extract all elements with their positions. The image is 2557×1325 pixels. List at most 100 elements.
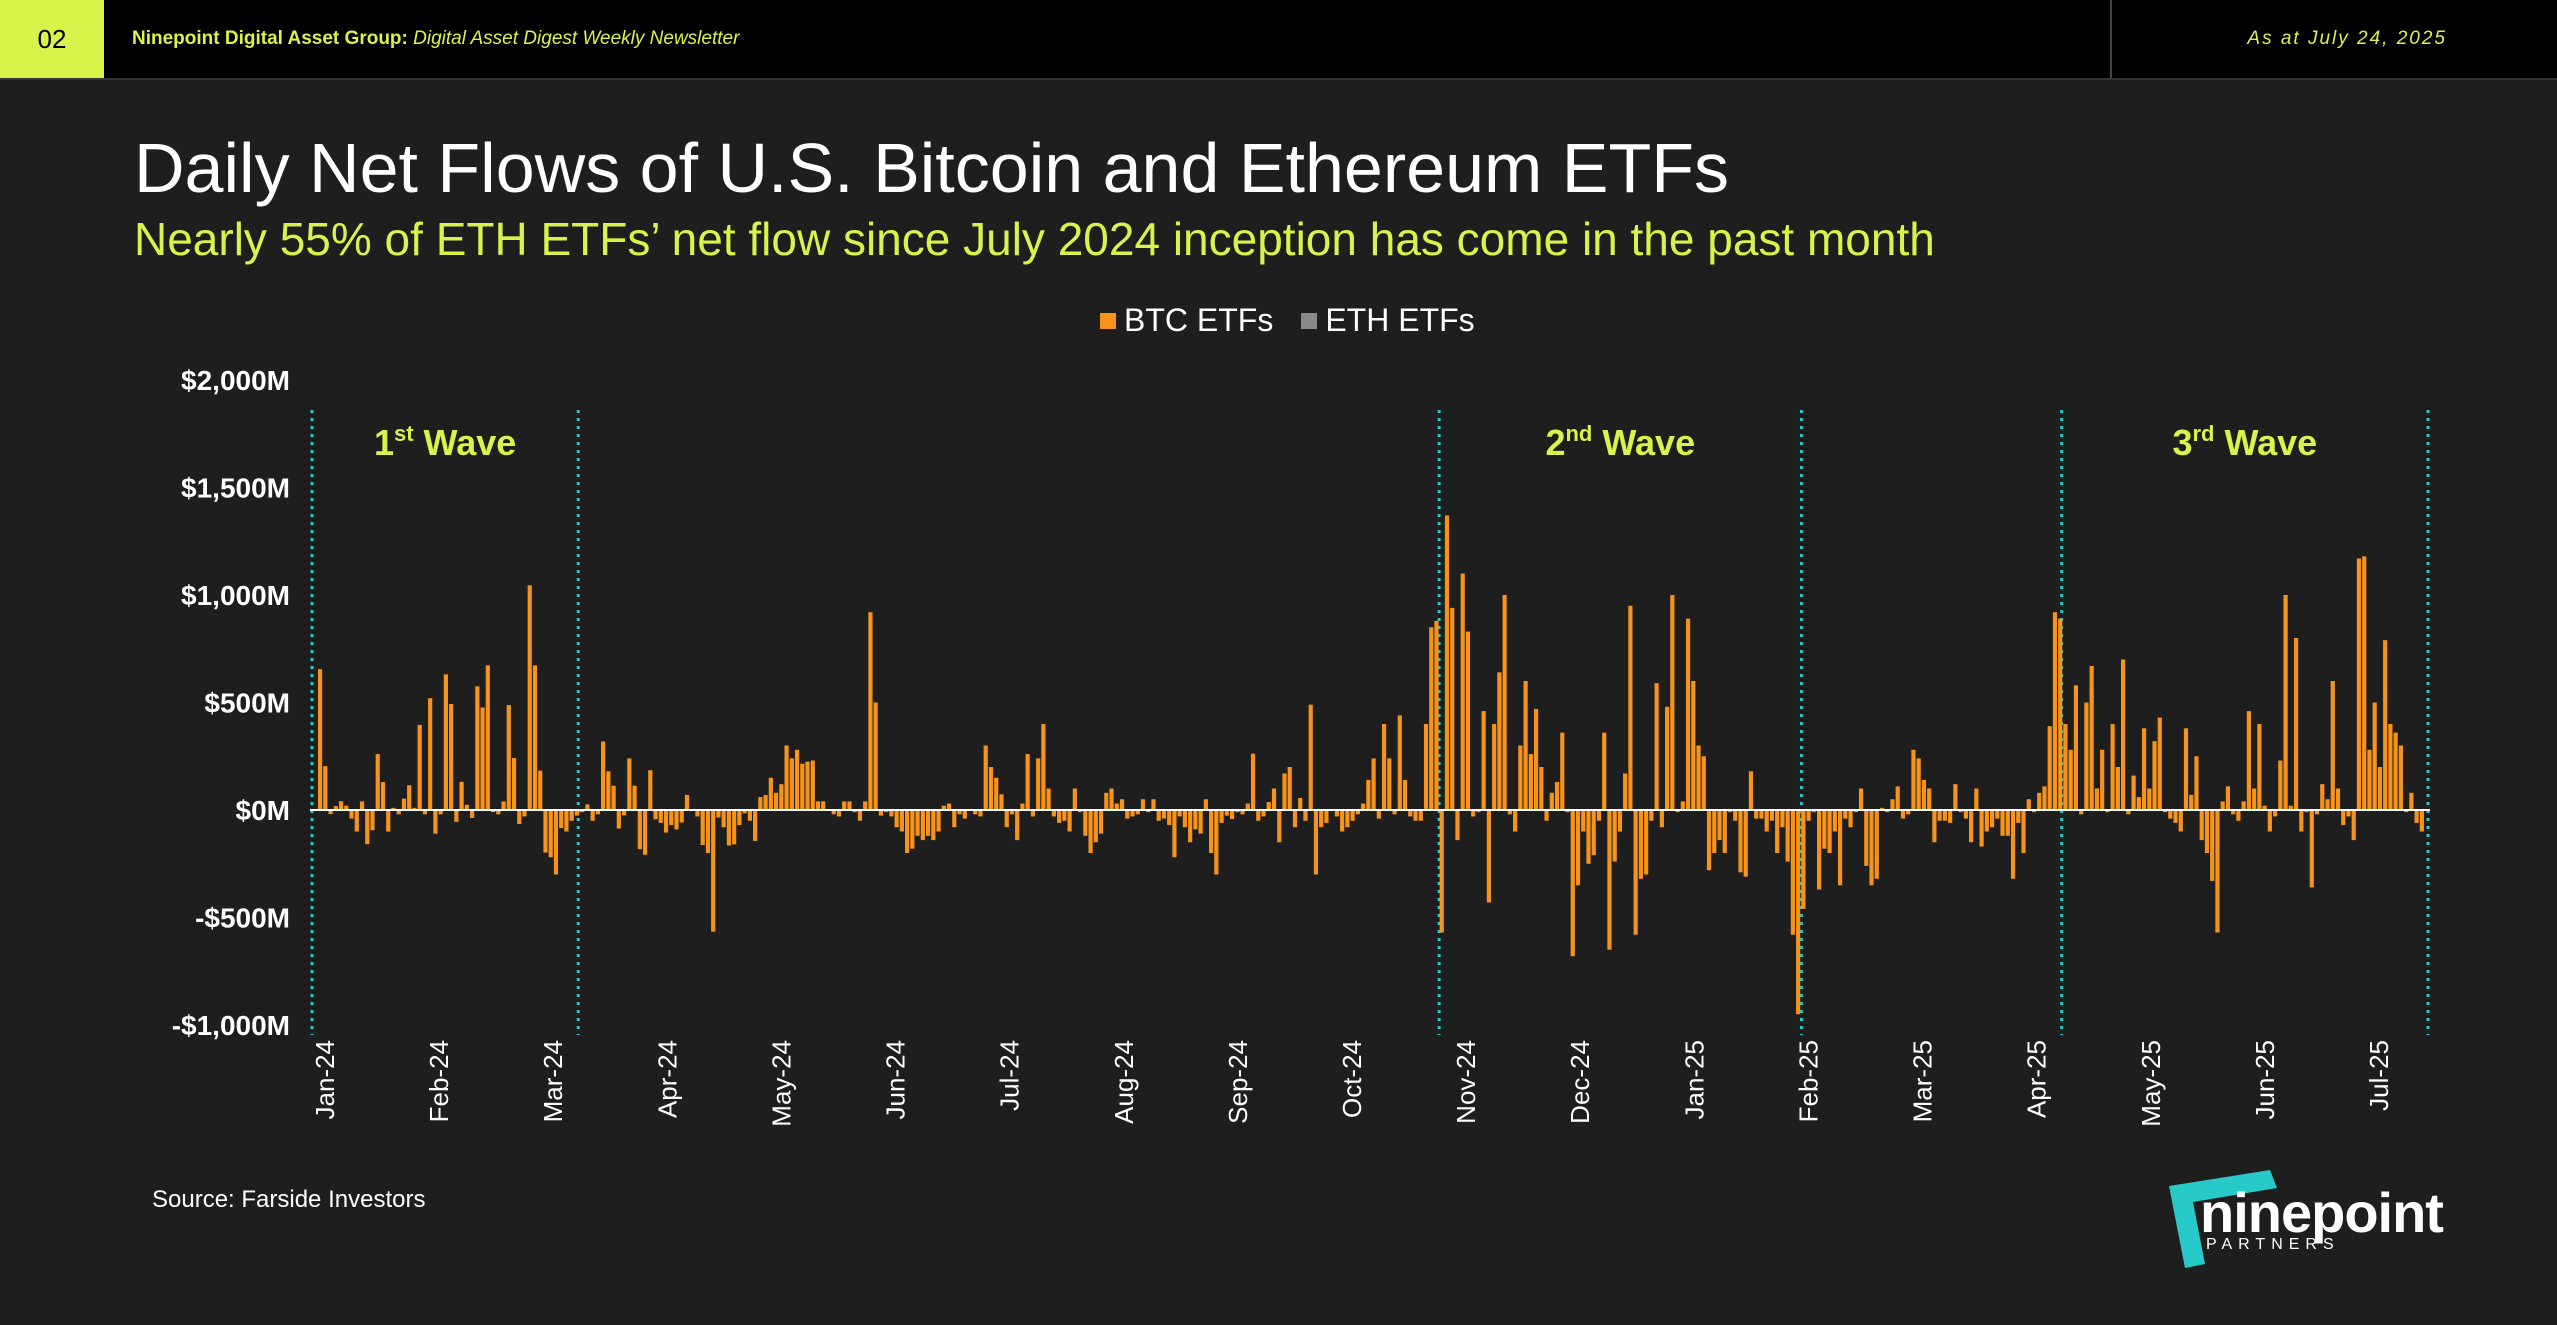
btc-bar xyxy=(1544,810,1549,821)
btc-bar xyxy=(2141,728,2147,810)
btc-bar xyxy=(915,810,920,836)
btc-bar xyxy=(2189,794,2194,810)
btc-bar xyxy=(2068,749,2073,810)
btc-bar xyxy=(1513,810,1518,832)
btc-bar xyxy=(920,810,925,841)
btc-bar xyxy=(821,801,826,810)
btc-bar xyxy=(1434,620,1439,810)
btc-bar xyxy=(753,810,758,841)
btc-bar xyxy=(438,810,443,815)
wave-label: 2nd Wave xyxy=(1545,421,1695,463)
btc-bar xyxy=(2199,810,2204,841)
btc-bar xyxy=(428,698,433,810)
btc-bar xyxy=(422,810,428,815)
btc-bar xyxy=(1025,754,1030,810)
btc-bar xyxy=(2063,724,2068,810)
btc-bar xyxy=(2252,788,2257,810)
btc-bar xyxy=(1423,724,1429,810)
btc-bar xyxy=(1125,810,1130,819)
btc-bar xyxy=(768,777,773,810)
btc-bar xyxy=(1680,801,1685,810)
btc-bar xyxy=(936,810,941,832)
btc-bar xyxy=(1790,810,1795,935)
btc-bar xyxy=(1261,810,1266,817)
btc-bar xyxy=(2362,556,2367,810)
btc-bar xyxy=(1864,810,1869,866)
btc-bar xyxy=(1832,810,1837,832)
btc-bar xyxy=(2231,810,2236,815)
btc-bar xyxy=(2168,810,2173,819)
btc-bar xyxy=(910,810,915,849)
btc-bar xyxy=(1114,803,1119,810)
x-tick-label: Jan-25 xyxy=(1679,1040,1709,1120)
btc-bar xyxy=(1759,810,1764,819)
btc-bar xyxy=(1533,708,1539,810)
btc-bar xyxy=(873,702,878,810)
btc-bar xyxy=(721,810,726,828)
btc-bar xyxy=(1282,773,1287,810)
btc-bar xyxy=(2404,810,2409,813)
legend-label-btc: BTC ETFs xyxy=(1124,302,1274,338)
btc-bar xyxy=(836,810,842,817)
btc-bar xyxy=(1900,810,1906,819)
btc-bar xyxy=(1277,810,1282,843)
btc-bar xyxy=(417,724,422,810)
btc-bar xyxy=(2052,612,2058,810)
y-tick-label: $2,000M xyxy=(181,365,290,396)
btc-bar xyxy=(1817,810,1822,890)
btc-bar xyxy=(464,804,469,810)
btc-bar xyxy=(894,810,899,828)
btc-bar xyxy=(711,810,716,932)
btc-bar xyxy=(779,784,784,810)
btc-bar xyxy=(1271,788,1277,810)
wave-markers: 1st Wave 2nd Wave 3rd Wave xyxy=(310,410,2430,1035)
btc-bar xyxy=(323,766,328,810)
btc-bar xyxy=(1906,810,1911,815)
btc-bar xyxy=(2388,724,2393,810)
btc-bar xyxy=(1539,767,1544,810)
btc-bar xyxy=(1738,810,1743,873)
logo-wordmark: ninepoint xyxy=(2200,1181,2444,1244)
btc-bar xyxy=(1083,810,1088,836)
btc-bar xyxy=(1104,792,1109,810)
btc-bar xyxy=(1015,810,1020,841)
btc-bar xyxy=(543,810,548,853)
btc-bar xyxy=(380,782,386,810)
btc-bar xyxy=(1387,758,1392,810)
btc-bar xyxy=(2079,810,2084,815)
logo-subtitle: PARTNERS xyxy=(2206,1236,2340,1253)
btc-bar xyxy=(532,665,538,810)
btc-bar xyxy=(1413,810,1418,821)
y-tick-label: -$1,000M xyxy=(172,1010,290,1041)
btc-bar xyxy=(2409,792,2414,810)
btc-bar xyxy=(1775,810,1780,853)
btc-bar xyxy=(1502,595,1507,810)
btc-bar xyxy=(1057,810,1062,823)
btc-bar xyxy=(2100,749,2105,810)
btc-bar xyxy=(1098,810,1104,834)
btc-bar xyxy=(642,810,648,855)
btc-bar xyxy=(2351,810,2356,841)
btc-bar xyxy=(1355,810,1360,815)
btc-bar xyxy=(805,761,810,811)
btc-bar xyxy=(1848,810,1853,828)
btc-bar xyxy=(978,810,983,817)
btc-bar xyxy=(548,810,553,858)
btc-bar xyxy=(1696,745,1701,810)
btc-bar xyxy=(747,810,752,821)
btc-bar xyxy=(663,810,669,833)
btc-bar xyxy=(1942,810,1947,821)
btc-bar xyxy=(590,810,595,821)
btc-bar xyxy=(1303,810,1308,821)
btc-bar xyxy=(1827,810,1832,853)
y-tick-label: $1,500M xyxy=(181,473,290,504)
btc-bar xyxy=(1518,745,1523,810)
btc-bar xyxy=(852,810,857,813)
btc-bar xyxy=(1879,807,1885,810)
btc-bar xyxy=(1156,810,1161,821)
btc-bar xyxy=(2152,741,2157,810)
btc-bar xyxy=(2246,711,2251,810)
btc-bar xyxy=(1638,810,1643,879)
btc-bar xyxy=(2267,810,2272,832)
btc-bar xyxy=(2367,749,2372,810)
